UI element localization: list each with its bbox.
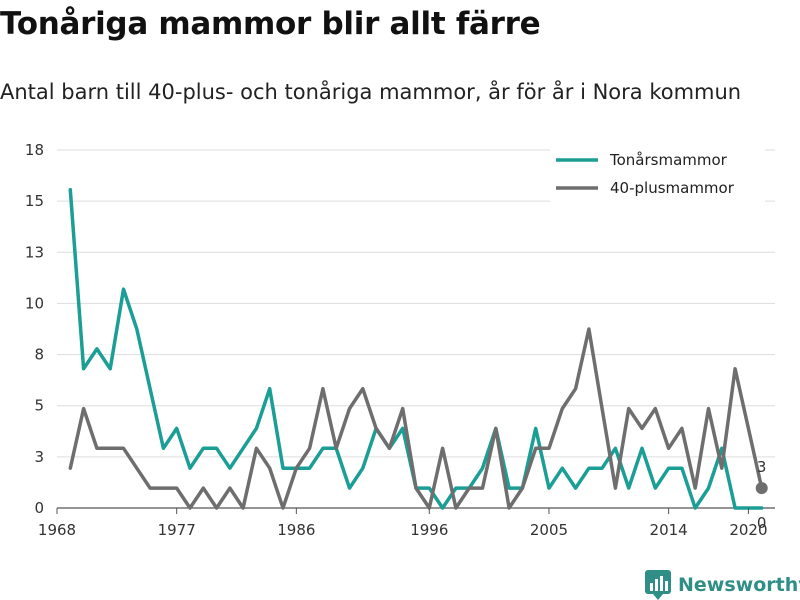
series-line-plus40 [68,327,764,510]
legend: Tonårsmammor 40-plusmammor [550,143,765,205]
series-line-teen [68,188,764,510]
y-tick-label: 10 [25,294,44,312]
x-tick-label: 2014 [650,521,688,539]
legend-label-teen: Tonårsmammor [609,151,728,169]
x-tick-label: 1996 [410,521,448,539]
brand-name: Newsworthy [678,574,800,596]
x-tick-label: 1977 [158,521,196,539]
series-lines [68,188,764,510]
x-tick-label: 2005 [530,521,568,539]
legend-label-plus40: 40-plusmammor [610,179,735,197]
brand-logo: Newsworthy [645,570,800,600]
end-label-teen: 0 [757,514,767,532]
chart-title: Tonåriga mammor blir allt färre [0,6,541,42]
end-markers: 30 [755,458,768,532]
y-tick-label: 15 [25,192,44,210]
legend-background [550,143,765,205]
y-tick-label: 8 [34,346,44,364]
y-tick-label: 3 [34,448,44,466]
chart-subtitle: Antal barn till 40-plus- och tonåriga ma… [0,80,742,104]
newsworthy-logo-icon [645,570,671,600]
y-tick-label: 5 [34,397,44,415]
x-tick-label: 1968 [38,521,76,539]
y-tick-label: 18 [25,141,44,159]
end-label-plus40: 3 [757,458,767,476]
end-point-plus40 [755,482,768,495]
axes: 0 3 5 8 10 13 15 18 1968 1977 1986 1996 2005 2014 2020 [25,141,768,539]
y-tick-label: 0 [34,499,44,517]
x-tick-label: 1986 [277,521,315,539]
x-tick-label: 2020 [729,521,767,539]
line-chart: 0 3 5 8 10 13 15 18 1968 1977 1986 1996 2005 2014 2020… [25,141,775,539]
y-tick-label: 13 [25,243,44,261]
